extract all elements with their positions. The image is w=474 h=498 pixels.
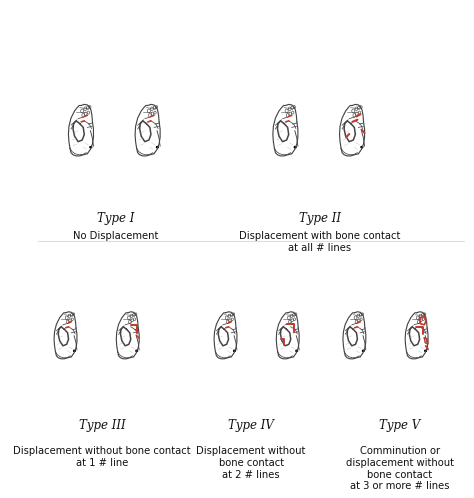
Text: Type IV: Type IV <box>228 419 274 432</box>
Text: Type I: Type I <box>97 212 134 225</box>
Text: Type V: Type V <box>379 419 420 432</box>
Text: Type III: Type III <box>79 419 126 432</box>
FancyArrow shape <box>73 350 75 352</box>
FancyArrow shape <box>90 146 92 148</box>
FancyArrow shape <box>296 350 298 352</box>
FancyArrow shape <box>294 146 296 148</box>
FancyArrow shape <box>361 146 363 148</box>
FancyArrow shape <box>136 350 138 352</box>
Text: Displacement without
bone contact
at 2 # lines: Displacement without bone contact at 2 #… <box>196 446 306 480</box>
FancyArrow shape <box>363 350 365 352</box>
FancyArrow shape <box>234 350 236 352</box>
FancyArrow shape <box>425 350 427 352</box>
Text: Comminution or
displacement without
bone contact
at 3 or more # lines: Comminution or displacement without bone… <box>346 446 454 491</box>
FancyArrow shape <box>156 146 159 148</box>
Text: Displacement without bone contact
at 1 # line: Displacement without bone contact at 1 #… <box>13 446 191 468</box>
Text: Displacement with bone contact
at all # lines: Displacement with bone contact at all # … <box>239 232 401 253</box>
Text: Type II: Type II <box>299 212 341 225</box>
Text: No Displacement: No Displacement <box>73 232 158 242</box>
